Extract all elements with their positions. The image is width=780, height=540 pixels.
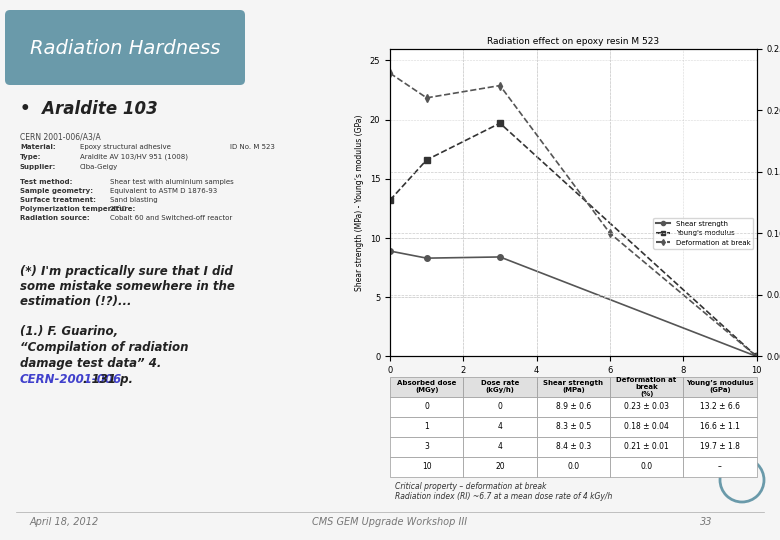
Deformation at break — [385, 70, 395, 77]
Text: Type:: Type: — [20, 154, 41, 160]
Shear strength — [752, 353, 761, 360]
Text: CMS GEM Upgrade Workshop III: CMS GEM Upgrade Workshop III — [313, 517, 467, 527]
Text: Equivalent to ASTM D 1876-93: Equivalent to ASTM D 1876-93 — [110, 188, 218, 194]
Text: 1ab⁻¹ (*): 1ab⁻¹ (*) — [495, 130, 562, 145]
Text: 25°C: 25°C — [110, 206, 127, 212]
Deformation at break — [752, 353, 761, 360]
Text: Radiation index (RI) ~6.7 at a mean dose rate of 4 kGy/h: Radiation index (RI) ~6.7 at a mean dose… — [395, 492, 612, 501]
Text: Shear test with aluminium samples: Shear test with aluminium samples — [110, 179, 234, 185]
Text: Surface treatment:: Surface treatment: — [20, 197, 96, 203]
Line: Shear strength: Shear strength — [387, 248, 760, 359]
Text: damage test data” 4.: damage test data” 4. — [20, 357, 161, 370]
Young's modulus — [495, 120, 505, 126]
Text: Test method:: Test method: — [20, 179, 73, 185]
Text: Sand blasting: Sand blasting — [110, 197, 158, 203]
Deformation at break — [422, 94, 431, 101]
Shear strength — [422, 255, 431, 261]
Text: Radiation source:: Radiation source: — [20, 215, 90, 221]
X-axis label: Absorbed dose (MGy): Absorbed dose (MGy) — [528, 381, 619, 390]
Text: (1.) F. Guarino,: (1.) F. Guarino, — [20, 325, 118, 338]
Text: Critical property – deformation at break: Critical property – deformation at break — [395, 482, 546, 491]
Legend: Shear strength, Young's modulus, Deformation at break: Shear strength, Young's modulus, Deforma… — [654, 218, 753, 248]
Title: Radiation effect on epoxy resin M 523: Radiation effect on epoxy resin M 523 — [488, 37, 659, 46]
Young's modulus — [752, 353, 761, 360]
Deformation at break — [495, 82, 505, 89]
Text: •  Araldite 103: • Araldite 103 — [20, 100, 158, 118]
Text: ID No. M 523: ID No. M 523 — [230, 144, 275, 150]
Y-axis label: Shear strength (MPa) - Young’s modulus (GPa): Shear strength (MPa) - Young’s modulus (… — [355, 114, 364, 291]
Text: Epoxy structural adhesive: Epoxy structural adhesive — [80, 144, 171, 150]
FancyBboxPatch shape — [5, 10, 245, 85]
Text: Ciba-Geigy: Ciba-Geigy — [80, 164, 119, 170]
Text: Cobalt 60 and Switched-off reactor: Cobalt 60 and Switched-off reactor — [110, 215, 232, 221]
Text: Radiation Hardness: Radiation Hardness — [30, 38, 220, 57]
Text: Supplier:: Supplier: — [20, 164, 56, 170]
Text: (*) I'm practically sure that I did
some mistake somewhere in the
estimation (!?: (*) I'm practically sure that I did some… — [20, 265, 235, 308]
Young's modulus — [422, 157, 431, 163]
Text: Sample geometry:: Sample geometry: — [20, 188, 93, 194]
Text: CERN 2001-006/A3/A: CERN 2001-006/A3/A — [20, 132, 101, 141]
Text: “Compilation of radiation: “Compilation of radiation — [20, 341, 189, 354]
Text: Araldite AV 103/HV 951 (1008): Araldite AV 103/HV 951 (1008) — [80, 154, 188, 160]
Text: Polymerization temperature:: Polymerization temperature: — [20, 206, 135, 212]
Deformation at break — [605, 230, 615, 237]
Text: . 131 p.: . 131 p. — [83, 373, 133, 386]
Line: Deformation at break: Deformation at break — [387, 70, 760, 359]
Text: TOTEM: TOTEM — [730, 462, 754, 468]
Text: Material:: Material: — [20, 144, 55, 150]
Line: Young's modulus: Young's modulus — [387, 120, 760, 359]
Shear strength — [495, 254, 505, 260]
Text: 33: 33 — [700, 517, 712, 527]
Young's modulus — [385, 197, 395, 204]
Text: April 18, 2012: April 18, 2012 — [30, 517, 99, 527]
Shear strength — [385, 248, 395, 254]
Text: CERN-2001-006: CERN-2001-006 — [20, 373, 122, 386]
